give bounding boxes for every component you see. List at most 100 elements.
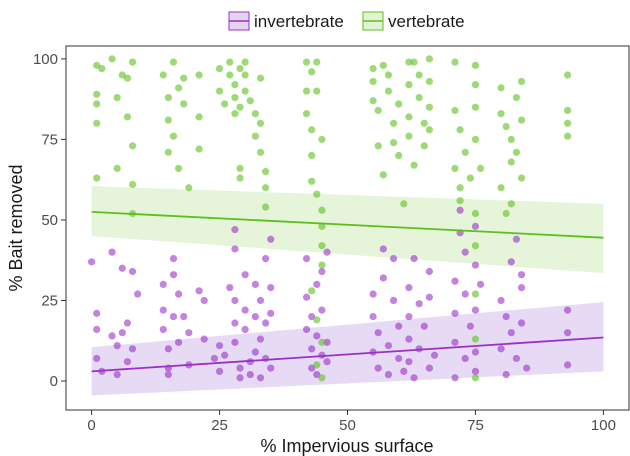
data-point-invertebrate [420,322,428,330]
data-point-invertebrate [313,280,321,288]
data-point-vertebrate [512,93,521,102]
data-point-invertebrate [231,226,239,234]
data-point-invertebrate [405,358,413,366]
data-point-vertebrate [313,87,321,95]
data-point-vertebrate [308,126,316,134]
data-point-vertebrate [425,103,433,111]
data-point-vertebrate [318,338,326,346]
y-tick-label: 75 [41,131,58,148]
trend-line-invertebrate [91,336,604,373]
data-point-vertebrate [128,142,137,150]
data-point-vertebrate [563,71,572,79]
data-point-vertebrate [563,119,572,127]
data-point-vertebrate [262,168,270,176]
data-point-vertebrate [405,132,413,140]
data-point-vertebrate [374,106,382,115]
data-point-vertebrate [302,58,311,66]
data-point-vertebrate [384,87,393,95]
data-point-vertebrate [221,100,229,108]
y-tick-label: 0 [50,373,58,390]
data-point-invertebrate [93,354,101,363]
data-point-vertebrate [395,151,403,160]
data-point-vertebrate [313,190,321,198]
data-point-vertebrate [113,93,121,102]
data-point-invertebrate [323,358,331,366]
data-point-invertebrate [262,319,270,327]
data-point-invertebrate [93,309,101,317]
data-point-invertebrate [215,367,224,375]
data-point-invertebrate [512,235,521,243]
data-point-vertebrate [451,58,459,66]
data-point-invertebrate [231,338,239,346]
data-point-invertebrate [169,312,178,321]
data-point-vertebrate [374,142,382,150]
data-point-invertebrate [563,329,572,337]
data-point-vertebrate [405,113,413,121]
data-point-invertebrate [118,264,126,272]
data-point-vertebrate [256,74,265,82]
data-point-invertebrate [118,329,126,337]
data-point-invertebrate [476,280,485,288]
data-point-vertebrate [369,64,377,73]
data-point-invertebrate [93,325,101,334]
data-point-invertebrate [563,361,572,369]
legend-item: vertebrate [362,11,465,31]
data-point-vertebrate [471,374,480,382]
data-point-invertebrate [451,338,459,346]
data-point-vertebrate [236,174,244,182]
data-point-invertebrate [415,300,423,308]
legend-item: invertebrate [228,11,344,31]
data-point-vertebrate [456,197,464,205]
data-point-invertebrate [159,306,167,314]
data-point-vertebrate [420,119,428,127]
data-point-vertebrate [175,164,183,173]
y-axis-title: % Bait removed [6,164,26,291]
confidence-band-vertebrate [91,186,604,274]
data-point-invertebrate [231,296,239,305]
data-point-invertebrate [169,271,178,279]
data-point-vertebrate [246,97,254,105]
data-point-vertebrate [318,242,326,250]
data-point-invertebrate [246,370,254,379]
data-point-invertebrate [241,325,249,334]
data-point-vertebrate [563,132,572,140]
data-point-invertebrate [512,354,521,363]
data-point-vertebrate [497,184,505,192]
data-point-vertebrate [471,290,480,298]
data-point-vertebrate [180,74,188,82]
data-point-vertebrate [93,100,101,108]
data-point-invertebrate [113,370,121,379]
x-tick-label: 25 [211,417,228,434]
x-tick-label: 50 [339,417,356,434]
data-point-invertebrate [169,255,178,263]
data-point-invertebrate [425,293,433,301]
data-point-vertebrate [128,180,137,189]
data-point-invertebrate [461,248,469,256]
data-point-invertebrate [236,374,244,382]
data-point-vertebrate [164,93,172,102]
data-point-invertebrate [369,290,377,298]
data-point-invertebrate [461,354,469,363]
y-axis: 0 25 50 75 100 [33,51,66,390]
data-point-vertebrate [410,58,418,66]
data-point-invertebrate [410,255,418,263]
data-point-invertebrate [123,358,132,366]
data-point-invertebrate [231,319,239,327]
data-point-vertebrate [318,135,326,144]
data-point-invertebrate [395,322,403,330]
data-point-vertebrate [563,106,572,115]
data-point-vertebrate [118,71,126,79]
data-point-vertebrate [308,68,316,76]
data-point-invertebrate [456,206,464,214]
data-point-invertebrate [267,283,275,292]
data-point-vertebrate [517,77,526,86]
data-point-invertebrate [226,283,234,292]
data-point-invertebrate [507,258,515,266]
data-point-vertebrate [123,113,132,121]
data-point-vertebrate [502,209,510,218]
data-point-invertebrate [164,370,172,379]
data-point-invertebrate [451,277,459,285]
data-point-invertebrate [379,245,387,253]
